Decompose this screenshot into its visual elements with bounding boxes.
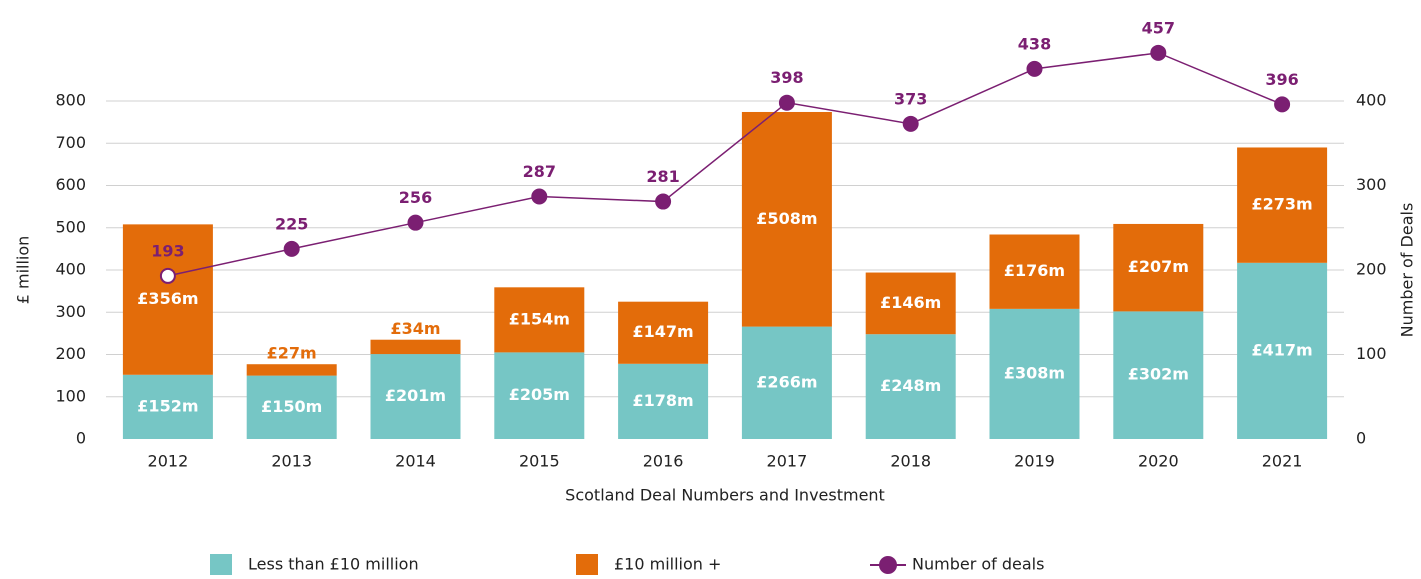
y-tick-label: 300 — [55, 302, 86, 321]
data-label: 373 — [894, 89, 927, 108]
line-point — [531, 188, 548, 205]
x-tick-label: 2018 — [890, 452, 931, 471]
data-label: £201m — [385, 386, 446, 405]
data-label: £508m — [756, 209, 817, 228]
bar-segment — [246, 364, 337, 376]
legend-swatch — [210, 554, 232, 576]
x-tick-label: 2012 — [148, 452, 189, 471]
line-point — [778, 94, 795, 111]
data-label: £150m — [261, 397, 322, 416]
data-label: £205m — [509, 385, 570, 404]
data-label: £152m — [137, 396, 198, 415]
data-label: 281 — [646, 167, 679, 186]
legend-swatch — [576, 554, 598, 576]
legend-label: £10 million + — [614, 555, 721, 574]
data-label: £356m — [137, 289, 198, 308]
data-label: £207m — [1128, 257, 1189, 276]
line-point — [655, 193, 672, 210]
bar-segment — [494, 352, 585, 439]
line-point — [1150, 44, 1167, 61]
y-tick-label: 500 — [55, 217, 86, 236]
data-label: 193 — [151, 241, 184, 260]
y-tick-label: 200 — [55, 344, 86, 363]
data-label: 438 — [1018, 34, 1051, 53]
bar-segment — [1237, 262, 1328, 439]
bar-segment — [122, 374, 213, 439]
bar-segment — [741, 326, 832, 439]
line — [167, 52, 1283, 277]
data-label: 287 — [523, 162, 556, 181]
line-point — [902, 115, 919, 132]
bar-segment — [865, 272, 956, 335]
y-tick-label: 800 — [55, 91, 86, 110]
line-point — [283, 240, 300, 257]
data-label: £266m — [756, 372, 817, 391]
data-label: £27m — [267, 344, 317, 363]
x-tick-label: 2017 — [767, 452, 808, 471]
y2-tick-label: 400 — [1356, 91, 1387, 110]
x-tick-label: 2019 — [1014, 452, 1055, 471]
data-label: £302m — [1128, 365, 1189, 384]
x-tick-label: 2013 — [271, 452, 312, 471]
bar-segment — [122, 224, 213, 375]
x-tick-label: 2016 — [643, 452, 684, 471]
data-label: £248m — [880, 376, 941, 395]
legend-label: Less than £10 million — [248, 555, 419, 574]
bar-segment — [1113, 311, 1204, 439]
data-label: 457 — [1142, 18, 1175, 37]
y2-tick-label: 200 — [1356, 260, 1387, 279]
y2-tick-label: 0 — [1356, 429, 1366, 448]
x-tick-label: 2021 — [1262, 452, 1303, 471]
data-label: 225 — [275, 214, 308, 233]
x-tick-label: 2015 — [519, 452, 560, 471]
data-label: £308m — [1004, 363, 1065, 382]
bar-segment — [370, 354, 461, 439]
data-label: 396 — [1265, 70, 1298, 89]
data-label: £417m — [1251, 340, 1312, 359]
legend-swatch — [879, 556, 897, 574]
bar-segment — [865, 334, 956, 439]
y-tick-label: 0 — [76, 429, 86, 448]
x-axis-label: Scotland Deal Numbers and Investment — [565, 486, 885, 505]
data-label: £154m — [509, 309, 570, 328]
bar-segment — [989, 234, 1080, 309]
data-label: £146m — [880, 293, 941, 312]
line-point — [1026, 60, 1043, 77]
data-label: £34m — [390, 319, 440, 338]
bar-segment — [1237, 147, 1328, 263]
bar-segment — [741, 111, 832, 327]
bar-segment — [618, 301, 709, 364]
x-tick-label: 2014 — [395, 452, 436, 471]
data-label: £147m — [632, 322, 693, 341]
data-label: £178m — [632, 391, 693, 410]
x-tick-label: 2020 — [1138, 452, 1179, 471]
bar-segment — [370, 339, 461, 355]
bar-segment — [989, 308, 1080, 439]
bar-segment — [618, 363, 709, 439]
y-tick-label: 700 — [55, 133, 86, 152]
legend-label: Number of deals — [912, 555, 1044, 574]
y-tick-label: 600 — [55, 175, 86, 194]
bar-segment — [246, 375, 337, 439]
y-tick-label: 100 — [55, 386, 86, 405]
line-point — [1274, 96, 1291, 113]
data-label: £273m — [1251, 195, 1312, 214]
data-label: £176m — [1004, 261, 1065, 280]
y-tick-label: 400 — [55, 260, 86, 279]
data-label: 398 — [770, 68, 803, 87]
data-label: 256 — [399, 188, 432, 207]
line-point — [407, 214, 424, 231]
bar-segment — [1113, 223, 1204, 312]
y2-axis-label: Number of Deals — [1398, 203, 1417, 338]
y2-tick-label: 300 — [1356, 175, 1387, 194]
y2-tick-label: 100 — [1356, 344, 1387, 363]
line-point — [159, 267, 176, 284]
y-axis-label: £ million — [14, 236, 33, 305]
bar-segment — [494, 287, 585, 353]
